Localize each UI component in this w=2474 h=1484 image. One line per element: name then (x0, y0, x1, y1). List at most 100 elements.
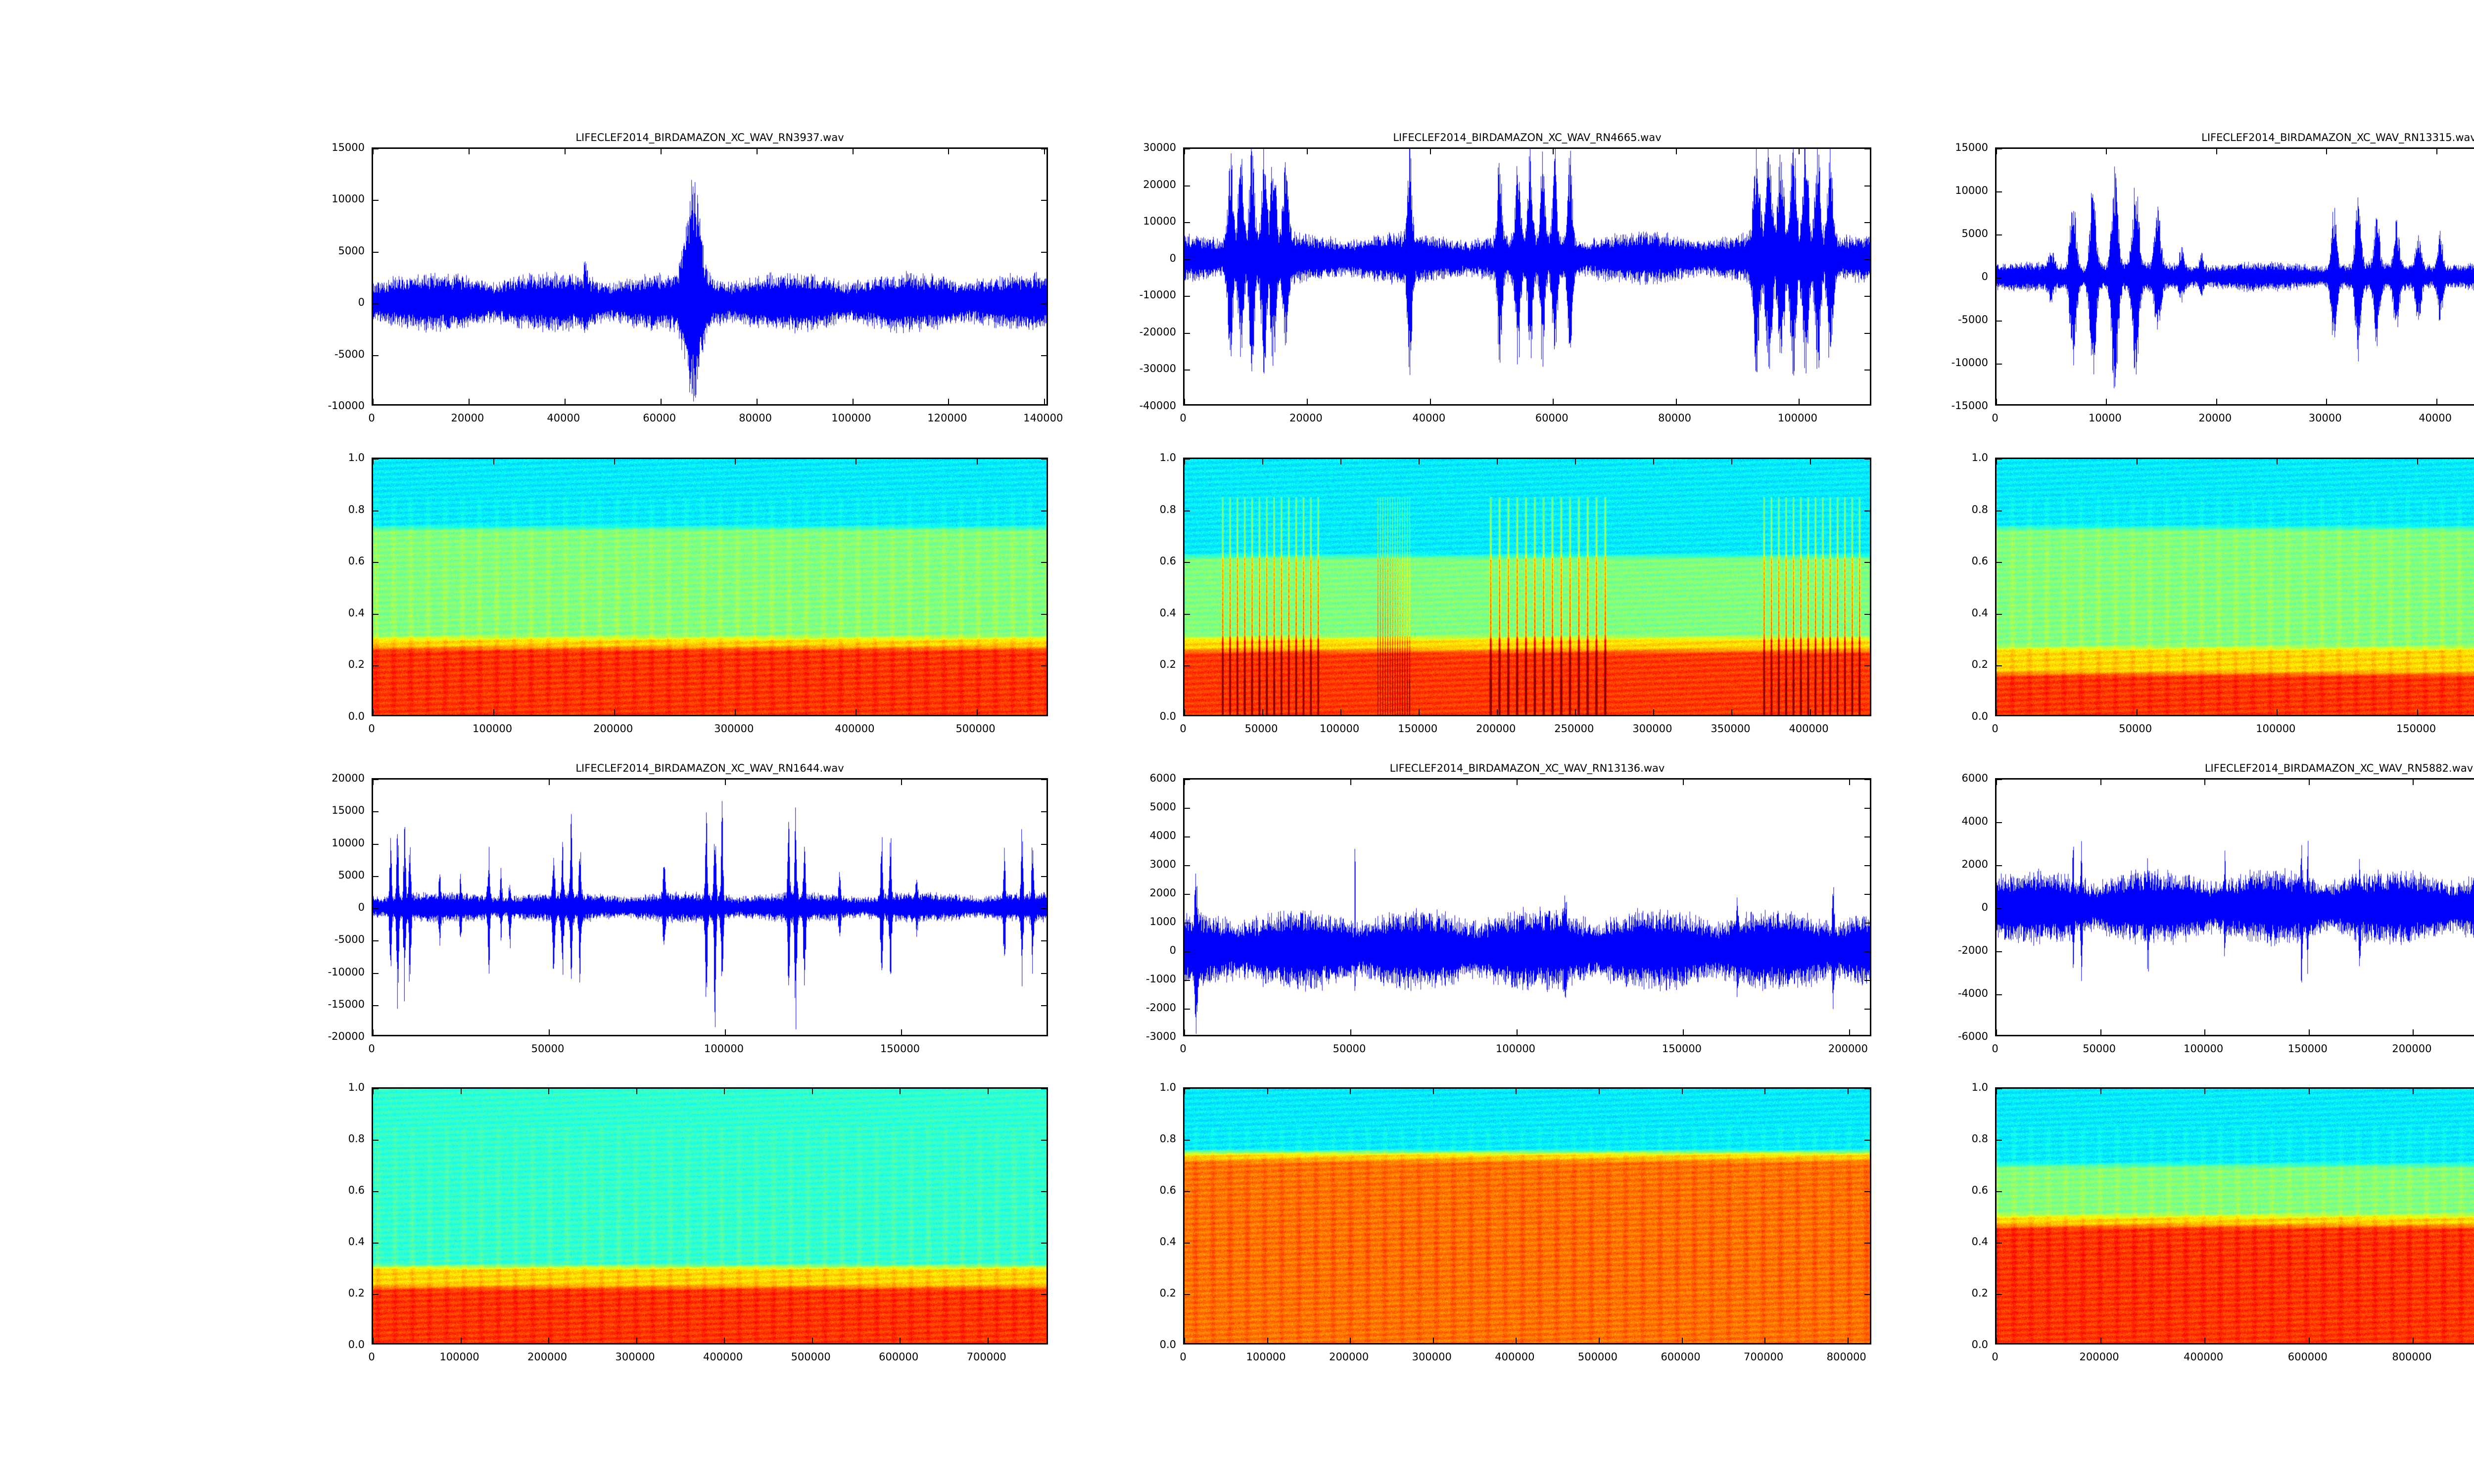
x-tick-mark-top (1849, 780, 1850, 785)
y-tick-label: 0.2 (1159, 658, 1176, 671)
x-tick-mark-top (1262, 459, 1264, 464)
x-tick-mark-top (1267, 1089, 1268, 1094)
y-tick-mark-right (1864, 865, 1870, 866)
y-tick-label: 2000 (1149, 887, 1176, 899)
x-tick-mark-top (614, 459, 616, 464)
x-tick-label: 100000 (1777, 412, 1818, 424)
y-tick-label: -6000 (1957, 1030, 1988, 1042)
y-tick-label: 1000 (1149, 916, 1176, 928)
x-tick-label: 0 (1992, 412, 1998, 424)
y-tick-mark (1997, 1140, 2002, 1141)
y-tick-mark-right (1041, 1005, 1047, 1006)
x-tick-mark (900, 1338, 901, 1343)
x-tick-mark (660, 399, 662, 404)
y-tick-mark (1997, 1294, 2002, 1295)
y-tick-mark (1185, 222, 1190, 224)
y-tick-mark (1185, 1140, 1190, 1141)
x-tick-mark-top (660, 149, 662, 154)
y-tick-mark (1185, 296, 1190, 297)
x-tick-mark (460, 1338, 462, 1343)
y-tick-mark-right (1864, 222, 1870, 224)
x-tick-mark-top (1432, 1089, 1434, 1094)
x-tick-label: 100000 (473, 723, 513, 735)
y-tick-mark-right (1864, 562, 1870, 563)
x-tick-mark-top (2413, 780, 2414, 785)
y-tick-label: 15000 (1955, 141, 1988, 153)
y-tick-mark-right (1041, 665, 1047, 667)
axes-area-spec-r4c1 (372, 1087, 1048, 1345)
y-tick-label: -5000 (334, 933, 365, 946)
y-tick-mark (373, 200, 379, 201)
x-tick-label: 50000 (531, 1043, 565, 1055)
spectrogram-image-spec-r2c1 (373, 459, 1047, 715)
x-tick-label: 50000 (2119, 723, 2152, 735)
y-tick-mark (373, 1243, 379, 1244)
x-tick-label: 40000 (547, 412, 580, 424)
x-tick-label: 0 (368, 412, 375, 424)
x-tick-label: 50000 (1244, 723, 1278, 735)
x-tick-label: 600000 (879, 1351, 919, 1363)
x-tick-mark (987, 1338, 989, 1343)
y-tick-label: -5000 (1957, 314, 1988, 325)
x-tick-mark-top (2413, 1089, 2414, 1094)
plot-panel-spec-r2c3: 0500001000001500002000000.00.20.40.60.81… (1972, 452, 2474, 735)
plot-title: LIFECLEF2014_BIRDAMAZON_XC_WAV_RN5882.wa… (2204, 762, 2474, 774)
y-tick-label: 0.4 (348, 1236, 365, 1248)
x-tick-mark (2277, 709, 2278, 715)
x-tick-label: 300000 (1412, 1351, 1452, 1363)
y-tick-label: 6000 (1961, 772, 1988, 784)
waveform-trace-wave-r1c3 (1997, 149, 2474, 404)
x-tick-mark-top (1809, 459, 1811, 464)
y-tick-mark (1997, 779, 2002, 780)
y-tick-mark (1997, 822, 2002, 823)
x-tick-label: 200000 (1476, 723, 1516, 735)
y-tick-mark-right (1864, 1009, 1870, 1010)
y-tick-mark (1185, 370, 1190, 371)
x-tick-mark-top (1184, 459, 1185, 464)
x-tick-mark-top (852, 149, 854, 154)
y-tick-label: -1000 (1145, 973, 1176, 985)
x-tick-mark (2308, 1338, 2310, 1343)
y-tick-label: 0 (1981, 901, 1988, 913)
x-tick-mark (1996, 399, 1997, 404)
x-tick-mark (2204, 1338, 2206, 1343)
y-tick-mark (373, 940, 379, 942)
x-tick-mark-top (636, 1089, 637, 1094)
x-tick-label: 100000 (439, 1351, 479, 1363)
x-tick-mark-top (1996, 780, 1997, 785)
x-tick-label: 300000 (615, 1351, 655, 1363)
y-tick-label: -2000 (1957, 944, 1988, 956)
y-tick-mark-right (1041, 200, 1047, 201)
x-tick-mark-top (1307, 149, 1308, 154)
y-tick-mark (373, 303, 379, 305)
y-tick-label: -20000 (1139, 325, 1176, 338)
x-tick-label: 0 (1180, 723, 1187, 735)
y-tick-label: 15000 (332, 141, 365, 153)
x-tick-mark (724, 1338, 725, 1343)
x-tick-mark-top (548, 780, 550, 785)
x-tick-mark (1553, 399, 1554, 404)
y-tick-label: 1.0 (348, 1081, 365, 1093)
x-tick-mark (1996, 1029, 1997, 1035)
y-tick-label: 0.0 (1159, 710, 1176, 722)
x-tick-label: 0 (1180, 412, 1187, 424)
x-tick-label: 0 (1992, 723, 1998, 735)
x-tick-label: 200000 (2392, 1043, 2432, 1055)
y-tick-label: 10000 (332, 836, 365, 849)
spectrogram-image-spec-r2c3 (1997, 459, 2474, 715)
y-tick-label: 0.8 (1159, 503, 1176, 515)
x-tick-mark (1675, 399, 1677, 404)
y-tick-mark-right (1041, 355, 1047, 356)
x-tick-label: 400000 (835, 723, 875, 735)
x-tick-mark (373, 709, 374, 715)
x-tick-label: 200000 (1329, 1351, 1369, 1363)
x-tick-mark (1516, 1338, 1517, 1343)
x-tick-mark-top (1598, 1089, 1600, 1094)
y-tick-label: 0 (358, 901, 365, 913)
x-tick-mark-top (724, 1089, 725, 1094)
y-tick-mark-right (1041, 1243, 1047, 1244)
x-tick-mark-top (373, 1089, 374, 1094)
y-tick-mark (373, 876, 379, 877)
y-tick-label: 4000 (1149, 830, 1176, 841)
x-tick-label: 50000 (1332, 1043, 1366, 1055)
